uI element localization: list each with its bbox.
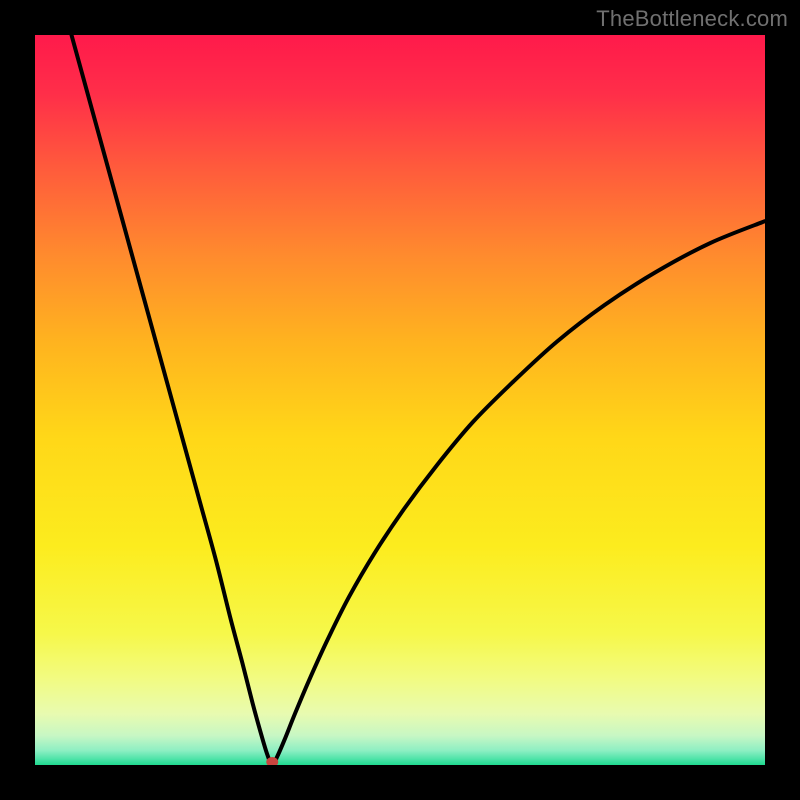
chart-background-gradient — [35, 35, 765, 765]
chart-svg — [35, 35, 765, 765]
watermark-text: TheBottleneck.com — [596, 6, 788, 32]
chart-plot-area — [35, 35, 765, 765]
